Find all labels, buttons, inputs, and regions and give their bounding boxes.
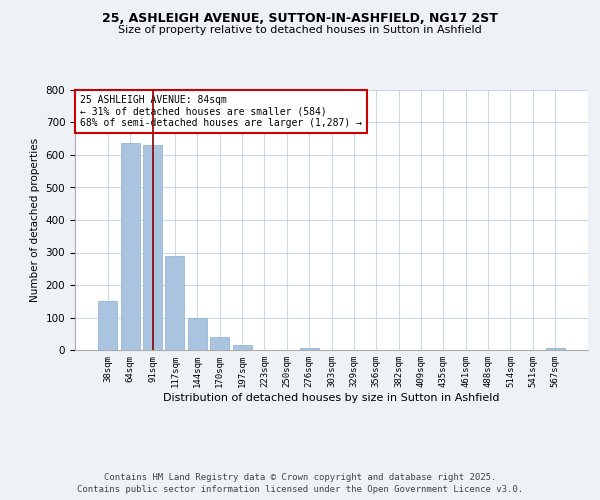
Bar <box>98 301 118 350</box>
Text: Size of property relative to detached houses in Sutton in Ashfield: Size of property relative to detached ho… <box>118 25 482 35</box>
X-axis label: Distribution of detached houses by size in Sutton in Ashfield: Distribution of detached houses by size … <box>163 392 500 402</box>
Y-axis label: Number of detached properties: Number of detached properties <box>30 138 40 302</box>
Bar <box>210 337 229 350</box>
Bar <box>299 348 319 350</box>
Text: Contains public sector information licensed under the Open Government Licence v3: Contains public sector information licen… <box>77 485 523 494</box>
Bar <box>143 145 162 350</box>
Bar <box>166 256 184 350</box>
Bar <box>188 318 207 350</box>
Bar <box>233 345 251 350</box>
Bar <box>121 142 140 350</box>
Bar <box>545 348 565 350</box>
Text: 25, ASHLEIGH AVENUE, SUTTON-IN-ASHFIELD, NG17 2ST: 25, ASHLEIGH AVENUE, SUTTON-IN-ASHFIELD,… <box>102 12 498 26</box>
Text: 25 ASHLEIGH AVENUE: 84sqm
← 31% of detached houses are smaller (584)
68% of semi: 25 ASHLEIGH AVENUE: 84sqm ← 31% of detac… <box>80 95 362 128</box>
Text: Contains HM Land Registry data © Crown copyright and database right 2025.: Contains HM Land Registry data © Crown c… <box>104 472 496 482</box>
